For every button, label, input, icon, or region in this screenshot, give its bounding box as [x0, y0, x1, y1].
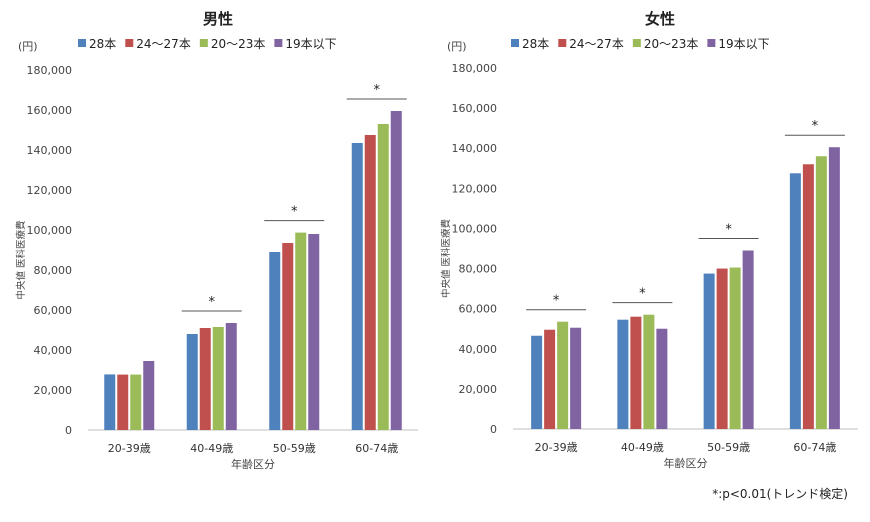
y-tick-label: 40,000 — [34, 344, 73, 357]
significance-mark: * — [374, 83, 381, 98]
bar-1 — [269, 252, 281, 430]
chart-title: 女性 — [645, 10, 675, 28]
legend-label: 24～27本 — [136, 37, 191, 51]
x-axis-label: 年齢区分 — [231, 457, 275, 471]
bar-1 — [186, 334, 198, 430]
y-tick-label: 100,000 — [452, 222, 498, 235]
bar-3 — [643, 314, 655, 429]
y-tick-label: 80,000 — [459, 263, 498, 276]
chart-panel-male: 男性 (円) 28本 24～27本 20～23本 19本以下 0 20,000 40,000 60… — [15, 10, 418, 471]
y-tick-label: 60,000 — [459, 303, 498, 316]
y-tick-label: 140,000 — [452, 142, 498, 155]
y-tick-label: 160,000 — [452, 102, 498, 115]
y-tick-label: 120,000 — [452, 182, 498, 195]
y-tick-label: 80,000 — [34, 264, 73, 277]
y-unit-label: (円) — [18, 40, 38, 53]
y-tick-label: 160,000 — [27, 104, 73, 117]
x-tick-label: 20-39歳 — [535, 441, 578, 454]
y-tick-label: 140,000 — [27, 144, 73, 157]
legend-label: 28本 — [89, 37, 116, 51]
y-axis-label: 中央値 医科医療費 — [15, 220, 27, 299]
bar-4 — [225, 323, 237, 430]
x-tick-label: 40-49歳 — [621, 441, 664, 454]
x-tick-label: 60-74歳 — [355, 442, 398, 455]
y-tick-label: 20,000 — [34, 384, 73, 397]
legend-swatch — [274, 39, 283, 47]
bar-1 — [703, 273, 715, 429]
bar-4 — [143, 361, 155, 430]
bar-3 — [212, 327, 224, 430]
y-tick-label: 0 — [65, 424, 72, 437]
bar-1 — [789, 173, 801, 429]
legend-label: 19本以下 — [285, 37, 336, 51]
legend-swatch — [632, 39, 641, 47]
bar-3 — [377, 124, 389, 430]
x-tick-label: 60-74歳 — [793, 441, 836, 454]
y-tick-label: 180,000 — [452, 62, 498, 75]
bar-1 — [351, 143, 363, 430]
bar-2 — [364, 135, 376, 430]
x-tick-label: 50-59歳 — [707, 441, 750, 454]
bar-2 — [282, 243, 294, 430]
y-tick-label: 40,000 — [459, 343, 498, 356]
significance-mark: * — [812, 119, 819, 134]
footnote: *:p<0.01(トレンド検定) — [712, 487, 848, 501]
bar-2 — [802, 164, 814, 429]
significance-mark: * — [209, 295, 216, 310]
bar-2 — [716, 268, 728, 429]
bar-4 — [570, 327, 582, 429]
legend-swatch — [125, 39, 134, 47]
x-tick-label: 40-49歳 — [190, 442, 233, 455]
y-tick-label: 120,000 — [27, 184, 73, 197]
y-tick-label: 180,000 — [27, 64, 73, 77]
bar-4 — [828, 147, 840, 429]
bar-4 — [742, 250, 754, 429]
bar-4 — [390, 111, 402, 430]
bar-3 — [815, 156, 827, 429]
y-tick-label: 0 — [490, 423, 497, 436]
bar-1 — [531, 335, 543, 429]
legend-swatch — [511, 39, 519, 47]
significance-mark: * — [291, 205, 298, 220]
y-tick-label: 60,000 — [34, 304, 73, 317]
x-tick-label: 50-59歳 — [273, 442, 316, 455]
bar-1 — [617, 319, 629, 429]
y-axis-label: 中央値 医科医療費 — [440, 219, 452, 298]
y-tick-label: 20,000 — [459, 383, 498, 396]
bar-4 — [308, 234, 320, 430]
chart-title: 男性 — [203, 10, 233, 28]
bar-2 — [199, 328, 211, 430]
legend-swatch — [707, 39, 716, 47]
bar-2 — [630, 316, 642, 429]
significance-mark: * — [725, 223, 732, 238]
significance-mark: * — [639, 287, 646, 302]
bar-2 — [117, 374, 129, 430]
legend-swatch — [78, 39, 86, 47]
y-unit-label: (円) — [447, 40, 467, 53]
legend-label: 20～23本 — [644, 37, 699, 51]
x-axis-label: 年齢区分 — [664, 456, 708, 470]
legend-label: 19本以下 — [718, 37, 769, 51]
bar-2 — [544, 329, 556, 429]
chart-panel-female: 女性 (円) 28本 24～27本 20～23本 19本以下 0 20,000 40,000 60… — [440, 10, 858, 470]
bar-3 — [557, 321, 569, 429]
legend-label: 28本 — [522, 37, 549, 51]
bar-1 — [104, 374, 116, 430]
legend-swatch — [558, 39, 567, 47]
y-tick-label: 100,000 — [27, 224, 73, 237]
bar-4 — [656, 328, 668, 429]
bar-3 — [130, 374, 142, 430]
significance-mark: * — [553, 294, 560, 309]
bar-3 — [295, 232, 307, 430]
x-tick-label: 20-39歳 — [108, 442, 151, 455]
bar-3 — [729, 267, 741, 429]
legend-label: 20～23本 — [211, 37, 266, 51]
legend-swatch — [199, 39, 208, 47]
legend-label: 24～27本 — [569, 37, 624, 51]
